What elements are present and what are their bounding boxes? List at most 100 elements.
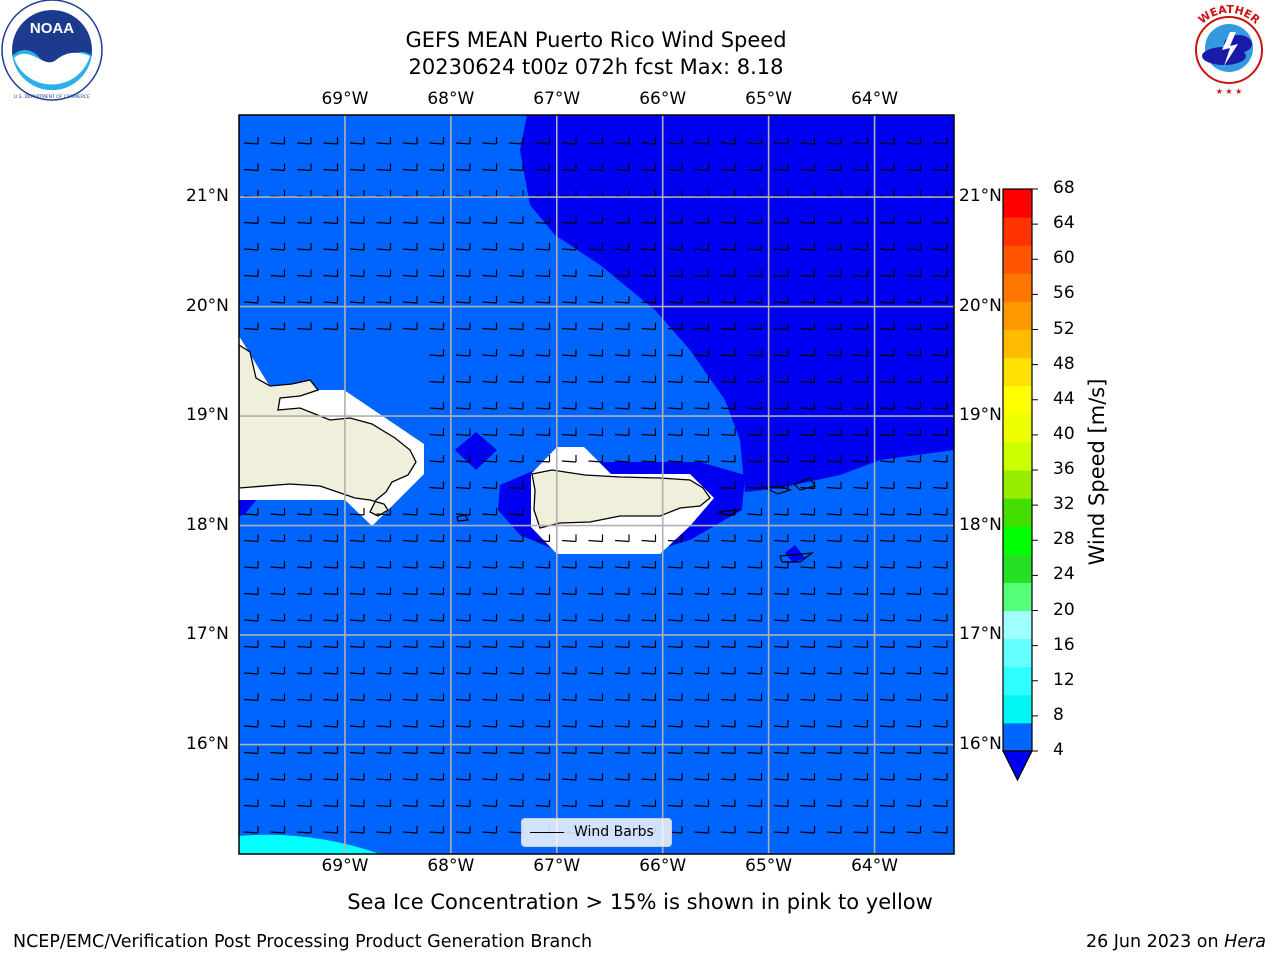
wind-barb [296, 693, 312, 702]
wind-barb [720, 561, 736, 569]
wind-barb [641, 216, 657, 225]
wind-barb [853, 640, 869, 649]
wind-barb [588, 216, 604, 225]
colorbar-segment [1003, 498, 1032, 527]
wind-barb [561, 296, 577, 304]
wind-barb [667, 455, 683, 463]
wind-barb [720, 269, 736, 278]
wind-barb [614, 561, 630, 569]
wind-barb [773, 243, 789, 251]
map-title: GEFS MEAN Puerto Rico Wind Speed [405, 28, 787, 52]
wind-barb [508, 243, 524, 251]
colorbar-segment [1003, 385, 1032, 415]
wind-barb [932, 163, 948, 172]
wind-barb [747, 561, 763, 569]
colorbar-tick-label: 16 [1053, 634, 1075, 655]
wind-barb [800, 375, 816, 384]
wind-barb [826, 375, 842, 384]
wind-barb [588, 243, 604, 251]
wind-barb [667, 587, 683, 596]
wind-barb [482, 614, 498, 622]
wind-barb [588, 375, 604, 384]
wind-barb [747, 799, 763, 808]
wind-barb [561, 746, 577, 755]
wind-barb [588, 349, 604, 357]
wind-barb [800, 640, 816, 649]
wind-barb [826, 746, 842, 755]
latitude-label: 16°N [186, 733, 229, 754]
wind-barb [270, 667, 286, 675]
wind-barb [561, 799, 577, 808]
wind-barb [270, 322, 286, 331]
wind-barb [800, 693, 816, 702]
wind-barb [747, 587, 763, 596]
wind-barb [243, 508, 259, 516]
latitude-label: 21°N [959, 186, 1002, 207]
wind-barb [853, 296, 869, 304]
wind-barb [402, 799, 418, 808]
wind-barb [429, 587, 445, 596]
wind-barb [349, 720, 365, 728]
wind-barb [879, 481, 895, 490]
wind-barb [694, 773, 710, 781]
wind-barb [402, 269, 418, 278]
wind-barb [455, 269, 471, 278]
wind-barb [323, 746, 339, 755]
wind-barb [720, 375, 736, 384]
longitude-label: 66°W [639, 856, 687, 876]
wind-barb [429, 455, 445, 463]
longitude-label: 69°W [321, 89, 369, 109]
wind-barb [773, 826, 789, 834]
wind-barb [270, 508, 286, 516]
wind-barb [667, 614, 683, 622]
wind-barb [535, 137, 551, 145]
wind-barb [243, 269, 259, 278]
wind-barb [614, 746, 630, 755]
colorbar-tick-label: 32 [1053, 494, 1075, 515]
wind-barb [455, 481, 471, 490]
wind-barb [243, 640, 259, 649]
footer-credit: NCEP/EMC/Verification Post Processing Pr… [13, 932, 593, 952]
wind-barb [588, 720, 604, 728]
wind-barb [853, 799, 869, 808]
wind-barb [535, 269, 551, 278]
wind-barb [535, 773, 551, 781]
wind-barb [243, 296, 259, 304]
wind-barb [641, 746, 657, 755]
wind-barb [482, 375, 498, 384]
colorbar-tick-label: 12 [1053, 669, 1075, 690]
colorbar-tick-label: 8 [1053, 704, 1064, 725]
map-frame [238, 114, 955, 855]
wind-barb [641, 428, 657, 437]
wind-barb [614, 402, 630, 410]
wind-barb [800, 720, 816, 728]
latitude-label: 17°N [959, 624, 1002, 645]
wind-barb [906, 296, 922, 304]
wind-barb [535, 667, 551, 675]
wind-barb [561, 322, 577, 331]
wind-barb [747, 481, 763, 490]
wind-barb [853, 137, 869, 145]
colorbar-tick-label: 28 [1053, 529, 1075, 550]
wind-barb [482, 296, 498, 304]
longitude-label: 64°W [851, 856, 899, 876]
wind-barb [826, 667, 842, 675]
wind-barb [800, 587, 816, 596]
wind-barb [641, 720, 657, 728]
wind-barb [561, 773, 577, 781]
wind-barb [826, 534, 842, 543]
wind-barb [429, 746, 445, 755]
wind-barb [853, 773, 869, 781]
wind-barb [694, 349, 710, 357]
wind-barb [826, 826, 842, 834]
wind-barb [932, 720, 948, 728]
wind-barb [614, 216, 630, 225]
wind-barb [349, 561, 365, 569]
wind-barb [800, 773, 816, 781]
wind-barb [296, 667, 312, 675]
wind-barb [720, 693, 736, 702]
wind-barb [402, 561, 418, 569]
wind-barb [720, 137, 736, 145]
legend-label: Wind Barbs [574, 824, 654, 840]
